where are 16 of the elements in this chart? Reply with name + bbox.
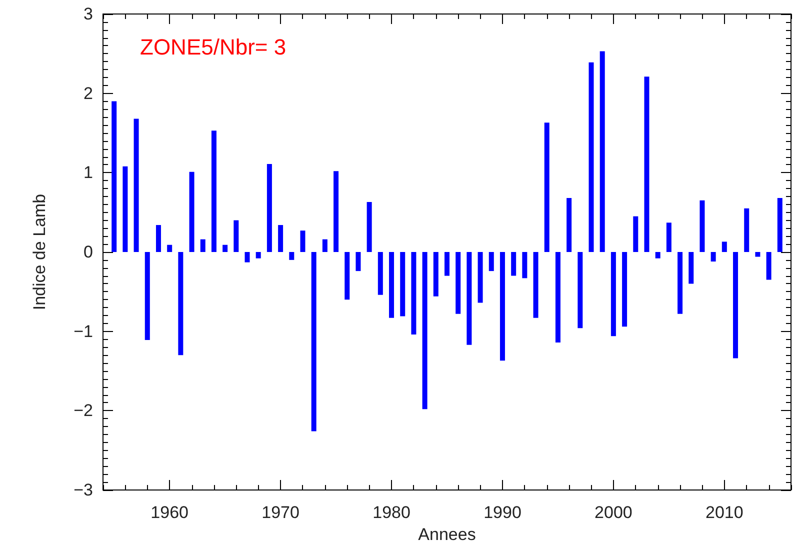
y-tick-label: 3	[84, 4, 93, 24]
x-tick-label: 1980	[372, 503, 410, 522]
x-tick-label: 2010	[706, 503, 744, 522]
y-tick-label: −3	[74, 480, 93, 500]
y-tick-label: 1	[84, 163, 93, 182]
y-tick-label: −2	[74, 401, 93, 420]
x-tick-label: 1970	[262, 503, 300, 522]
y-axis-title: Indice de Lamb	[30, 194, 49, 310]
x-tick-label: 1990	[484, 503, 522, 522]
y-tick-label: 0	[84, 242, 93, 262]
x-tick-label: 2000	[594, 503, 632, 522]
y-tick-label: 2	[84, 84, 93, 103]
text: ZONE5/Nbr= 3	[140, 34, 286, 60]
x-tick-label: 1960	[150, 503, 188, 522]
y-tick-label: −1	[74, 322, 93, 341]
x-axis-title: Annees	[418, 525, 476, 544]
